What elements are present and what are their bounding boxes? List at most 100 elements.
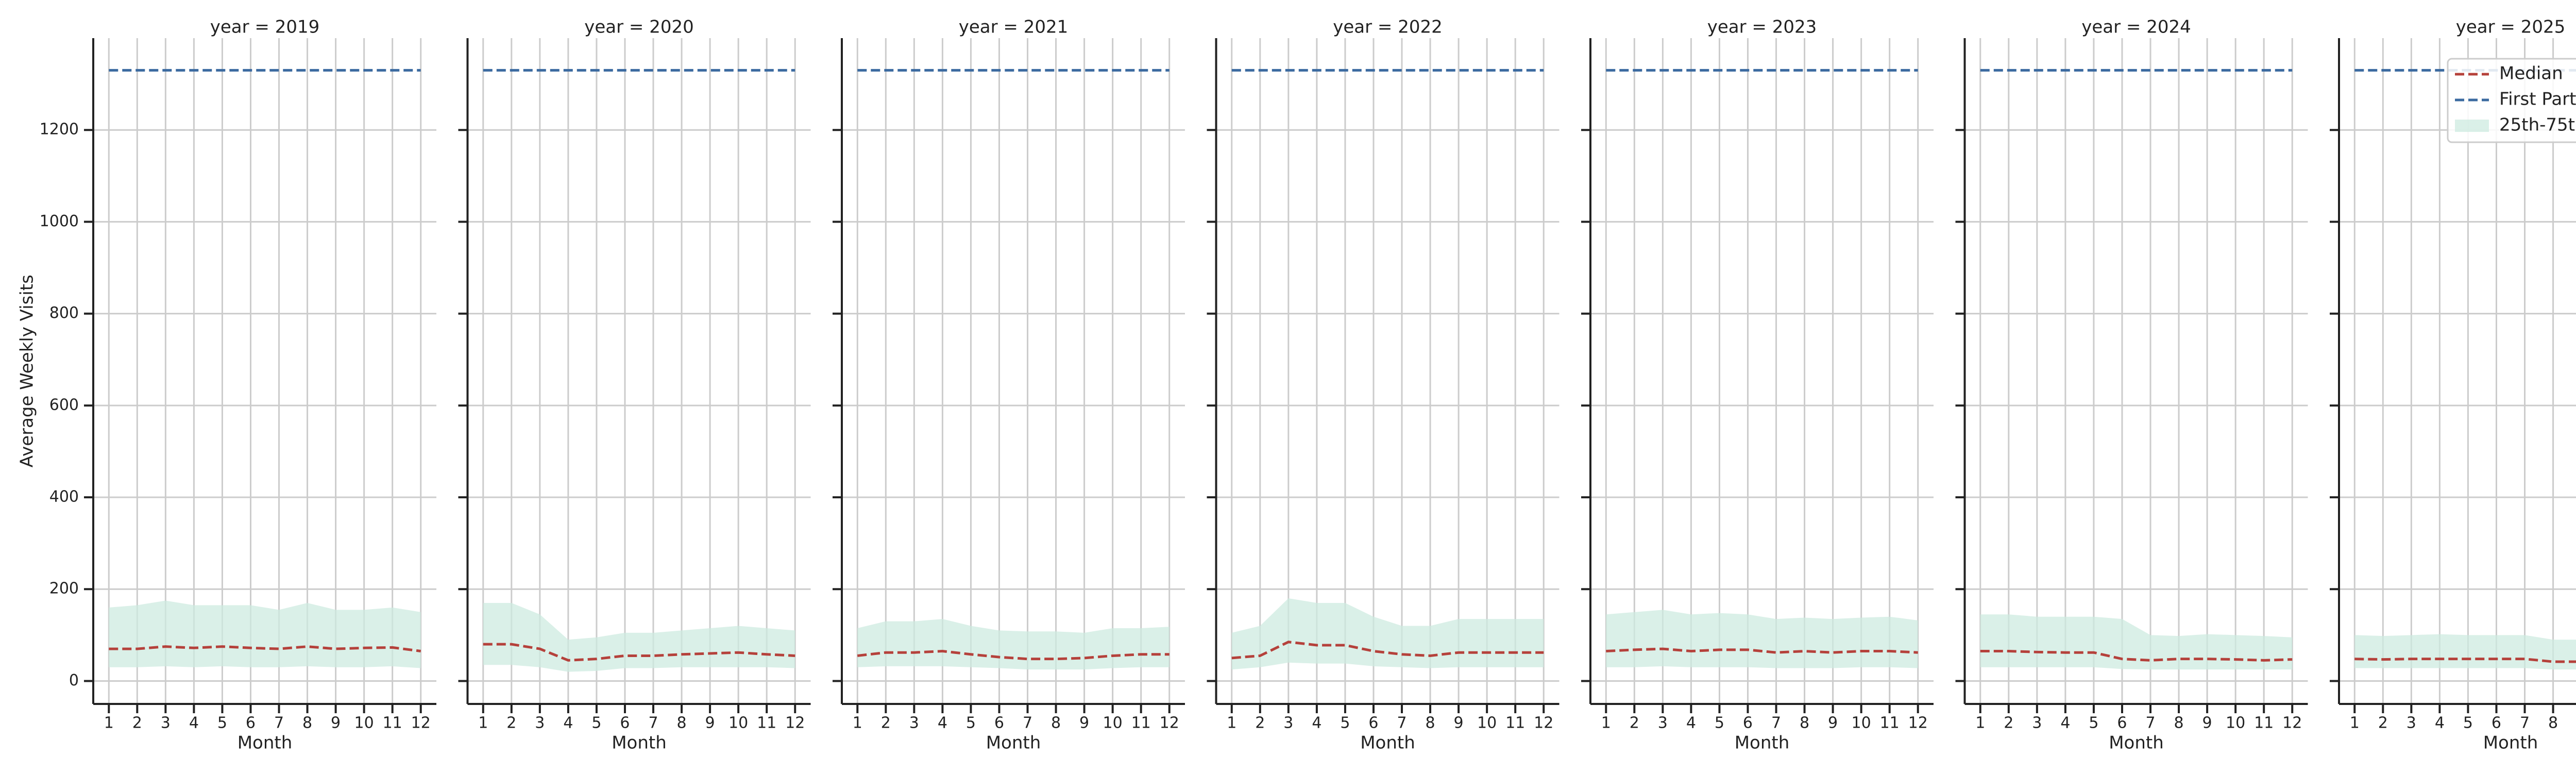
x-tick-label: 3	[535, 714, 545, 732]
x-tick-label: 12	[1160, 714, 1179, 732]
x-tick-label: 5	[2463, 714, 2473, 732]
x-tick-label: 5	[217, 714, 227, 732]
x-tick-label: 12	[411, 714, 431, 732]
x-tick-label: 4	[563, 714, 573, 732]
x-tick-label: 4	[1312, 714, 1321, 732]
x-tick-label: 8	[302, 714, 312, 732]
percentile-band	[483, 602, 795, 672]
x-tick-label: 5	[1340, 714, 1350, 732]
y-tick-label: 800	[49, 304, 79, 322]
legend-label: 25th-75th Percentile	[2499, 115, 2576, 136]
legend-label: First Party Median	[2499, 89, 2576, 110]
percentile-band	[1606, 610, 1918, 668]
x-tick-label: 7	[1397, 714, 1406, 732]
x-axis-label: Month	[612, 733, 667, 753]
x-tick-label: 2	[1630, 714, 1639, 732]
percentile-band	[1980, 614, 2293, 670]
x-tick-label: 7	[1023, 714, 1032, 732]
line	[1231, 641, 1544, 660]
percentile-band	[109, 600, 421, 668]
x-tick-label: 5	[966, 714, 976, 732]
x-tick-label: 4	[938, 714, 947, 732]
x-tick-label: 4	[2435, 714, 2445, 732]
panel-title: year = 2024	[2081, 17, 2191, 38]
y-tick-label: 1000	[40, 212, 79, 230]
x-tick-label: 6	[2117, 714, 2127, 732]
x-axis-label: Month	[2109, 733, 2164, 753]
x-tick-label: 1	[104, 714, 114, 732]
x-tick-label: 6	[994, 714, 1004, 732]
y-tick-label: 400	[49, 488, 79, 506]
x-axis-label: Month	[2483, 733, 2538, 753]
x-tick-label: 8	[1051, 714, 1061, 732]
panel-title: year = 2019	[210, 17, 319, 38]
x-tick-label: 8	[2548, 714, 2558, 732]
x-tick-label: 8	[2174, 714, 2184, 732]
x-tick-label: 11	[2254, 714, 2274, 732]
x-tick-label: 10	[354, 714, 374, 732]
legend-swatch	[2455, 120, 2489, 132]
line	[109, 645, 421, 653]
x-tick-label: 2	[881, 714, 891, 732]
x-tick-label: 4	[1686, 714, 1696, 732]
x-tick-label: 10	[1477, 714, 1497, 732]
x-axis-label: Month	[1735, 733, 1790, 753]
x-tick-label: 11	[757, 714, 776, 732]
x-tick-label: 12	[1908, 714, 1928, 732]
x-tick-label: 7	[274, 714, 284, 732]
line	[857, 650, 1170, 661]
line	[2354, 658, 2576, 663]
y-tick-label: 600	[49, 396, 79, 414]
x-tick-label: 1	[1227, 714, 1236, 732]
x-tick-label: 9	[1454, 714, 1464, 732]
line	[1606, 647, 1918, 654]
x-tick-label: 8	[1426, 714, 1435, 732]
x-tick-label: 2	[506, 714, 516, 732]
x-tick-label: 1	[1975, 714, 1985, 732]
y-tick-label: 200	[49, 580, 79, 598]
x-tick-label: 1	[2350, 714, 2360, 732]
x-tick-label: 8	[1800, 714, 1809, 732]
x-tick-label: 7	[2145, 714, 2155, 732]
x-axis-label: Month	[1360, 733, 1415, 753]
panel-title: year = 2022	[1333, 17, 1442, 38]
x-tick-label: 1	[478, 714, 488, 732]
x-tick-label: 4	[2060, 714, 2070, 732]
percentile-band	[857, 619, 1170, 670]
line	[483, 643, 795, 662]
panel-title: year = 2023	[1707, 17, 1817, 38]
x-tick-label: 9	[331, 714, 341, 732]
x-tick-label: 11	[1505, 714, 1525, 732]
percentile-band	[1231, 598, 1544, 670]
x-tick-label: 3	[2032, 714, 2042, 732]
x-tick-label: 7	[2520, 714, 2530, 732]
x-tick-label: 3	[1658, 714, 1668, 732]
x-tick-label: 2	[1255, 714, 1265, 732]
x-tick-label: 10	[1103, 714, 1123, 732]
x-tick-label: 7	[648, 714, 658, 732]
x-tick-label: 11	[383, 714, 402, 732]
x-tick-label: 3	[909, 714, 919, 732]
x-tick-label: 6	[246, 714, 256, 732]
x-tick-label: 6	[2492, 714, 2501, 732]
x-tick-label: 6	[1743, 714, 1753, 732]
x-tick-label: 9	[705, 714, 715, 732]
x-tick-label: 10	[1852, 714, 1871, 732]
x-tick-label: 5	[1715, 714, 1724, 732]
x-tick-label: 2	[2378, 714, 2388, 732]
x-tick-label: 7	[1771, 714, 1781, 732]
x-tick-label: 2	[132, 714, 142, 732]
x-tick-label: 8	[677, 714, 687, 732]
y-axis-label: Average Weekly Visits	[17, 275, 38, 467]
x-tick-label: 12	[785, 714, 805, 732]
x-tick-label: 4	[189, 714, 199, 732]
y-tick-label: 0	[69, 671, 79, 690]
x-tick-label: 9	[1079, 714, 1089, 732]
x-tick-label: 12	[2282, 714, 2302, 732]
x-axis-label: Month	[238, 733, 293, 753]
x-tick-label: 2	[2004, 714, 2013, 732]
x-tick-label: 6	[1368, 714, 1378, 732]
legend-label: Median	[2499, 63, 2563, 84]
x-tick-label: 9	[2202, 714, 2212, 732]
panel-title: year = 2020	[584, 17, 693, 38]
